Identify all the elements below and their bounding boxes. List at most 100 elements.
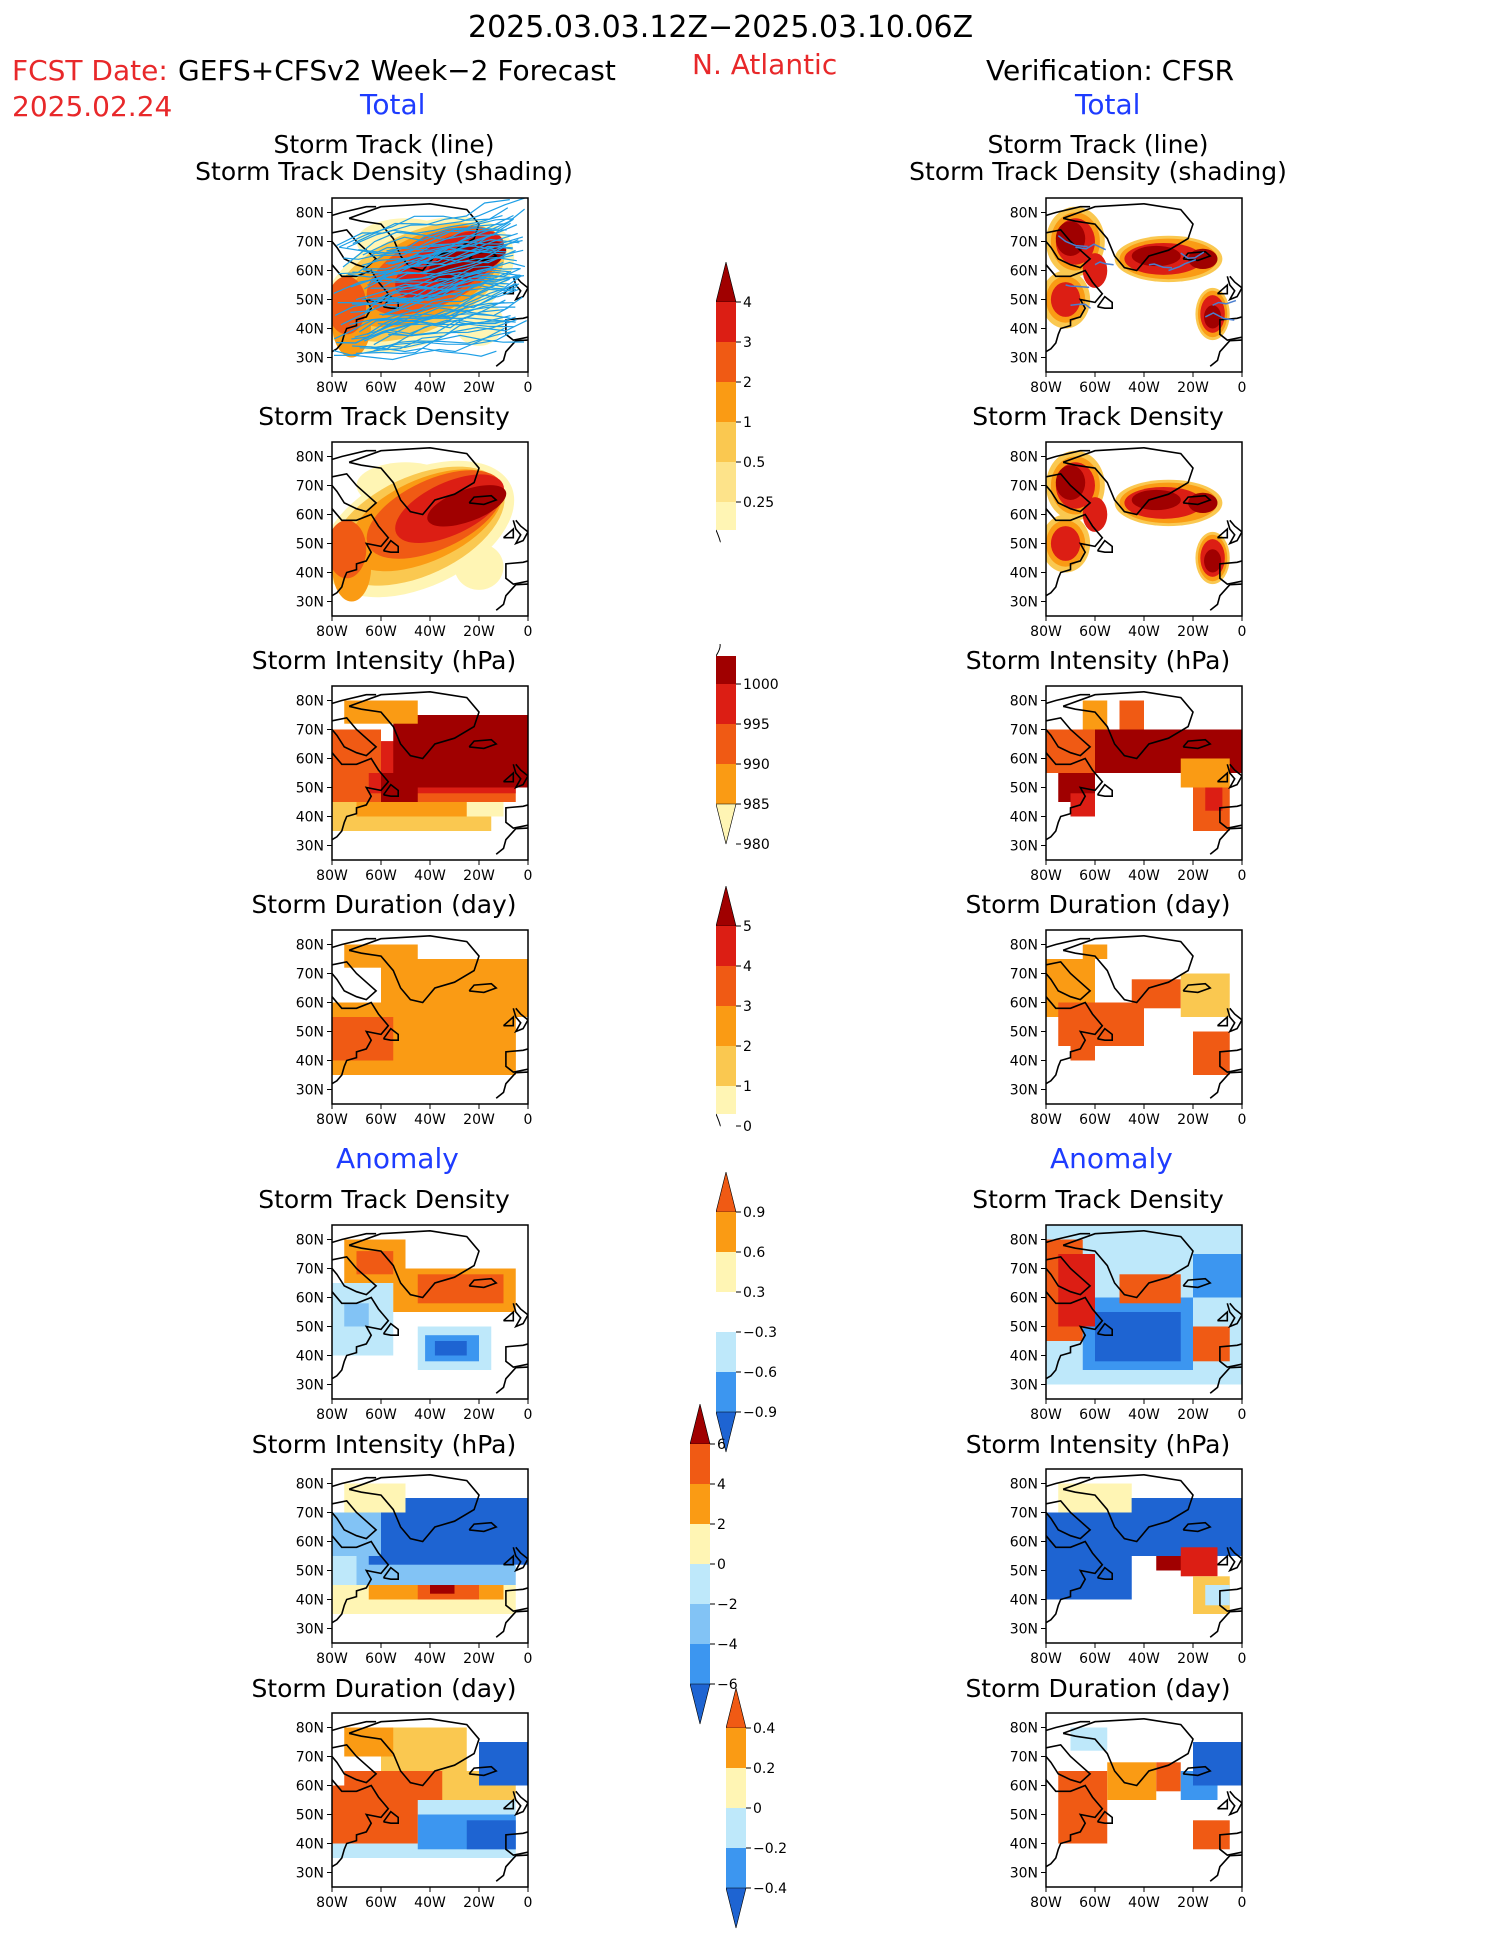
coastline-6 <box>502 527 515 539</box>
map-field <box>1046 1713 1242 1887</box>
storm-track-line <box>334 277 511 316</box>
lon-tick-label: 20W <box>463 380 495 396</box>
coastline-2 <box>1046 264 1104 353</box>
coastline-3 <box>1096 1810 1113 1824</box>
coastline-7 <box>505 1048 528 1073</box>
colorbar-swatch <box>715 261 737 303</box>
colorbar-swatch <box>716 462 736 502</box>
storm-track-line <box>1094 261 1114 266</box>
coastline-5 <box>512 1790 528 1817</box>
lat-tick-label: 80N <box>296 694 324 710</box>
coastline-9 <box>332 1476 377 1488</box>
coastline-2 <box>332 996 390 1085</box>
coastline-9 <box>332 693 377 705</box>
panel-title-track-shading-left: Storm Track Density (shading) <box>195 157 573 186</box>
coastline-4 <box>1182 1765 1212 1777</box>
coastline-5 <box>512 763 528 790</box>
coastline-5 <box>512 1546 528 1573</box>
lon-tick-label: 80W <box>1030 380 1062 396</box>
coastline-0 <box>348 446 480 516</box>
colorbar-label: 980 <box>743 837 770 853</box>
lat-tick-label: 70N <box>296 1506 324 1522</box>
map-intensity-forecast: 80N 70N 60N 50N 40N 30N 80W 60W 40W 20W 0 <box>292 685 548 894</box>
storm-track-line <box>336 199 510 247</box>
lon-tick-label: 40W <box>1128 624 1160 640</box>
lat-tick-label: 40N <box>296 566 324 582</box>
storm-track-line <box>361 261 526 302</box>
grid-cell-9 <box>466 802 504 817</box>
panel-title-anom-intensity-left: Storm Intensity (hPa) <box>251 1430 517 1459</box>
coastline-4 <box>468 738 498 750</box>
panel-title-duration-left: Storm Duration (day) <box>251 890 517 919</box>
coastline-1 <box>1046 961 1092 1001</box>
colorbar-swatch <box>715 1411 737 1453</box>
lon-tick-label: 20W <box>463 1895 495 1911</box>
storm-track-line <box>371 331 513 349</box>
grid-cell-6 <box>1180 758 1230 788</box>
lon-tick-label: 60W <box>365 868 397 884</box>
colorbar-label: −6 <box>717 1677 738 1693</box>
lat-tick-label: 80N <box>1010 694 1038 710</box>
colorbar-swatch <box>689 1403 711 1445</box>
lat-tick-label: 80N <box>296 1233 324 1249</box>
storm-track-line <box>338 207 509 248</box>
coastline-6 <box>502 771 515 783</box>
lon-tick-label: 0 <box>524 868 533 884</box>
map-field <box>1046 1469 1242 1643</box>
colorbar-label: 0 <box>753 1801 762 1817</box>
coastline-7 <box>505 1587 528 1612</box>
lat-tick-label: 80N <box>1010 450 1038 466</box>
lat-tick-label: 70N <box>296 479 324 495</box>
storm-track-line <box>379 283 520 318</box>
lon-tick-label: 80W <box>1030 1112 1062 1128</box>
grid-cell-2 <box>332 1017 394 1061</box>
colorbar-label: 0 <box>717 1557 726 1573</box>
colorbar-label: 2 <box>743 1039 752 1055</box>
storm-track-line <box>333 327 505 361</box>
grid-cell-8 <box>356 1251 394 1275</box>
lon-tick-label: 80W <box>1030 1407 1062 1423</box>
lon-tick-label: 40W <box>414 1895 446 1911</box>
fcst-date-label: FCST Date: <box>12 54 168 87</box>
coastline-9 <box>332 449 377 461</box>
panel-title-anom-intensity-right: Storm Intensity (hPa) <box>965 1430 1231 1459</box>
colorbar-swatch <box>690 1524 710 1564</box>
fcst-date-value: 2025.02.24 <box>12 90 173 123</box>
coastline-5 <box>1226 1007 1242 1034</box>
lat-tick-label: 70N <box>296 235 324 251</box>
lat-tick-label: 80N <box>296 1477 324 1493</box>
lat-tick-label: 50N <box>296 293 324 309</box>
lon-tick-label: 60W <box>1079 380 1111 396</box>
lat-tick-label: 70N <box>296 1262 324 1278</box>
lat-tick-label: 70N <box>296 967 324 983</box>
lon-tick-label: 20W <box>1177 380 1209 396</box>
colorbar-swatch <box>716 1252 736 1292</box>
coastline-0 <box>1062 690 1194 760</box>
coastline-5 <box>1226 1546 1242 1573</box>
coastline-8 <box>1209 827 1242 855</box>
storm-track-line <box>364 274 520 313</box>
coastline-7 <box>505 804 528 829</box>
lat-tick-label: 40N <box>1010 322 1038 338</box>
colorbar-label: 2 <box>743 375 752 391</box>
coastline-7 <box>1219 1048 1242 1073</box>
coastline-9 <box>1046 205 1091 217</box>
section-total-right: Total <box>1075 88 1141 121</box>
lat-tick-label: 60N <box>1010 996 1038 1012</box>
colorbar-swatch <box>690 1564 710 1604</box>
colorbar-swatch <box>726 1808 746 1848</box>
coastline-2 <box>1046 1779 1104 1868</box>
lat-tick-label: 50N <box>296 1808 324 1824</box>
coastline-7 <box>1219 804 1242 829</box>
lon-tick-label: 80W <box>316 624 348 640</box>
lon-tick-label: 0 <box>1238 868 1247 884</box>
storm-track-line <box>363 316 516 339</box>
coastline-6 <box>1216 771 1229 783</box>
colorbar-swatch <box>716 1332 736 1372</box>
lat-tick-label: 30N <box>1010 595 1038 611</box>
coastline-8 <box>1209 1071 1242 1099</box>
lon-tick-label: 40W <box>1128 1651 1160 1667</box>
lat-tick-label: 30N <box>296 1622 324 1638</box>
coastline-6 <box>1216 527 1229 539</box>
map-density-forecast: 80N 70N 60N 50N 40N 30N 80W 60W 40W 20W 0 <box>292 441 548 650</box>
